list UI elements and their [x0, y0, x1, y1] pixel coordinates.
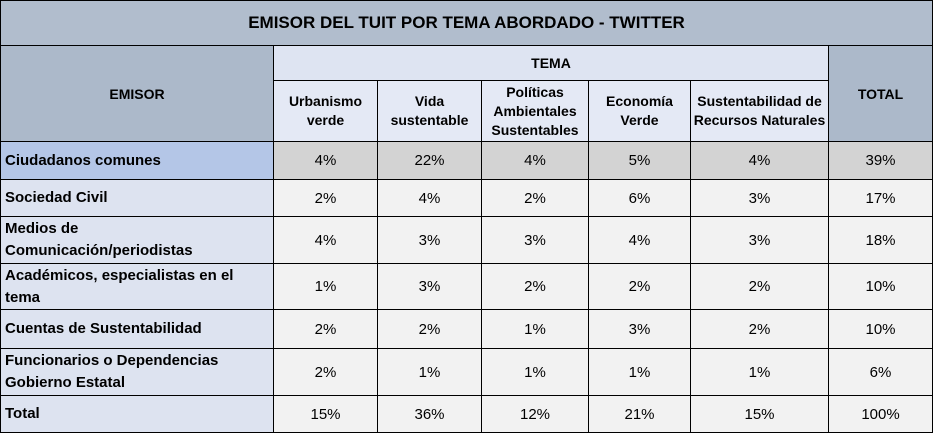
value-cell: 4% [273, 216, 378, 264]
row-label: Total [0, 395, 274, 433]
table-row: Medios de Comunicación/periodistas 4% 3% 3%… [0, 216, 933, 264]
value-cell: 1% [273, 263, 378, 310]
value-cell: 22% [377, 141, 482, 180]
value-cell: 2% [690, 263, 829, 310]
value-cell: 2% [273, 309, 378, 349]
value-cell: 6% [588, 179, 691, 217]
header-emisor: EMISOR [0, 45, 274, 142]
value-cell: 100% [827, 395, 933, 433]
value-cell: 5% [588, 141, 691, 180]
value-cell: 2% [377, 309, 482, 349]
value-cell: 21% [588, 395, 691, 433]
value-cell: 4% [588, 216, 691, 264]
value-cell: 1% [481, 348, 589, 396]
value-cell: 36% [377, 395, 482, 433]
row-label: Académicos, especialistas en el tema [0, 263, 274, 310]
row-label: Ciudadanos comunes [0, 141, 274, 180]
header-total: TOTAL [827, 45, 933, 142]
table-row: Ciudadanos comunes 4% 22% 4% 5% 4% 39% [0, 141, 933, 180]
subheader-cell: Sustentabilidad de Recursos Naturales [690, 80, 829, 142]
value-cell: 4% [377, 179, 482, 217]
value-cell: 3% [690, 179, 829, 217]
value-cell: 3% [377, 216, 482, 264]
row-label: Cuentas de Sustentabilidad [0, 309, 274, 349]
value-cell: 1% [588, 348, 691, 396]
subheader-cell: Políticas Ambientales Sustentables [481, 80, 589, 142]
value-cell: 10% [827, 263, 933, 310]
table-row: Sociedad Civil 2% 4% 2% 6% 3% 17% [0, 179, 933, 217]
value-cell: 15% [690, 395, 829, 433]
header-tema: TEMA [273, 45, 829, 81]
value-cell: 1% [377, 348, 482, 396]
value-cell: 39% [827, 141, 933, 180]
row-label: Sociedad Civil [0, 179, 274, 217]
value-cell: 3% [690, 216, 829, 264]
value-cell: 15% [273, 395, 378, 433]
value-cell: 1% [481, 309, 589, 349]
table-row: Total 15% 36% 12% 21% 15% 100% [0, 395, 933, 433]
table-body: Ciudadanos comunes 4% 22% 4% 5% 4% 39% Sociedad… [0, 141, 933, 433]
value-cell: 4% [690, 141, 829, 180]
value-cell: 3% [377, 263, 482, 310]
value-cell: 2% [481, 263, 589, 310]
value-cell: 1% [690, 348, 829, 396]
value-cell: 10% [827, 309, 933, 349]
value-cell: 6% [827, 348, 933, 396]
table-row: Funcionarios o Dependencias Gobierno Est… [0, 348, 933, 396]
subheader-cell: Vida sustentable [377, 80, 482, 142]
value-cell: 3% [481, 216, 589, 264]
value-cell: 17% [827, 179, 933, 217]
row-label: Medios de Comunicación/periodistas [0, 216, 274, 264]
table-row: Académicos, especialistas en el tema 1% 3%… [0, 263, 933, 310]
value-cell: 3% [588, 309, 691, 349]
table-title: EMISOR DEL TUIT POR TEMA ABORDADO - TWIT… [0, 0, 933, 46]
value-cell: 2% [273, 179, 378, 217]
subheader-row: Urbanismo verde Vida sustentable Políticas… [1, 80, 933, 142]
value-cell: 2% [481, 179, 589, 217]
value-cell: 12% [481, 395, 589, 433]
subheader-cell: Economía Verde [588, 80, 691, 142]
value-cell: 2% [588, 263, 691, 310]
value-cell: 4% [481, 141, 589, 180]
table-row: Cuentas de Sustentabilidad 2% 2% 1% 3% 2% 10% [0, 309, 933, 349]
row-label: Funcionarios o Dependencias Gobierno Est… [0, 348, 274, 396]
value-cell: 4% [273, 141, 378, 180]
value-cell: 2% [273, 348, 378, 396]
subheader-cell: Urbanismo verde [273, 80, 378, 142]
value-cell: 18% [827, 216, 933, 264]
value-cell: 2% [690, 309, 829, 349]
